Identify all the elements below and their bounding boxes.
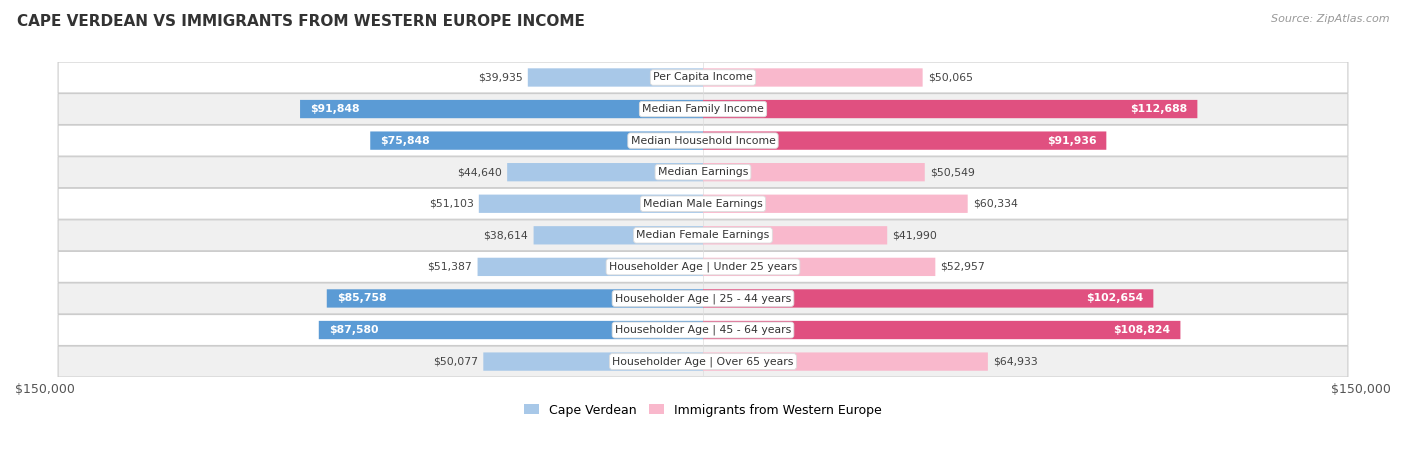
FancyBboxPatch shape — [508, 163, 703, 181]
Text: $50,077: $50,077 — [433, 357, 478, 367]
Text: $44,640: $44,640 — [457, 167, 502, 177]
Text: $41,990: $41,990 — [893, 230, 938, 241]
Text: $51,103: $51,103 — [429, 199, 474, 209]
FancyBboxPatch shape — [58, 315, 1348, 346]
Text: Median Earnings: Median Earnings — [658, 167, 748, 177]
FancyBboxPatch shape — [326, 289, 703, 308]
Text: $60,334: $60,334 — [973, 199, 1018, 209]
FancyBboxPatch shape — [703, 195, 967, 213]
Text: $102,654: $102,654 — [1087, 293, 1143, 304]
FancyBboxPatch shape — [703, 289, 1153, 308]
Text: $112,688: $112,688 — [1130, 104, 1188, 114]
FancyBboxPatch shape — [703, 132, 1107, 150]
FancyBboxPatch shape — [703, 353, 988, 371]
Text: Householder Age | 45 - 64 years: Householder Age | 45 - 64 years — [614, 325, 792, 335]
FancyBboxPatch shape — [58, 251, 1348, 283]
Text: $108,824: $108,824 — [1114, 325, 1171, 335]
FancyBboxPatch shape — [58, 188, 1348, 219]
Text: $91,848: $91,848 — [309, 104, 360, 114]
Text: Per Capita Income: Per Capita Income — [652, 72, 754, 83]
FancyBboxPatch shape — [58, 93, 1348, 125]
FancyBboxPatch shape — [703, 321, 1181, 339]
Text: $39,935: $39,935 — [478, 72, 523, 83]
Text: Householder Age | Under 25 years: Householder Age | Under 25 years — [609, 262, 797, 272]
FancyBboxPatch shape — [484, 353, 703, 371]
Text: Householder Age | 25 - 44 years: Householder Age | 25 - 44 years — [614, 293, 792, 304]
Text: Median Male Earnings: Median Male Earnings — [643, 199, 763, 209]
FancyBboxPatch shape — [703, 163, 925, 181]
Text: $38,614: $38,614 — [484, 230, 529, 241]
FancyBboxPatch shape — [703, 100, 1198, 118]
FancyBboxPatch shape — [58, 62, 1348, 93]
FancyBboxPatch shape — [534, 226, 703, 244]
FancyBboxPatch shape — [58, 220, 1348, 251]
Text: $75,848: $75,848 — [380, 135, 430, 146]
FancyBboxPatch shape — [299, 100, 703, 118]
FancyBboxPatch shape — [58, 283, 1348, 314]
Text: $50,065: $50,065 — [928, 72, 973, 83]
FancyBboxPatch shape — [319, 321, 703, 339]
FancyBboxPatch shape — [703, 258, 935, 276]
FancyBboxPatch shape — [370, 132, 703, 150]
Text: Median Family Income: Median Family Income — [643, 104, 763, 114]
Text: Source: ZipAtlas.com: Source: ZipAtlas.com — [1271, 14, 1389, 24]
Text: $85,758: $85,758 — [336, 293, 387, 304]
Legend: Cape Verdean, Immigrants from Western Europe: Cape Verdean, Immigrants from Western Eu… — [519, 399, 887, 422]
Text: $52,957: $52,957 — [941, 262, 986, 272]
FancyBboxPatch shape — [703, 226, 887, 244]
Text: CAPE VERDEAN VS IMMIGRANTS FROM WESTERN EUROPE INCOME: CAPE VERDEAN VS IMMIGRANTS FROM WESTERN … — [17, 14, 585, 29]
Text: $91,936: $91,936 — [1047, 135, 1097, 146]
Text: $64,933: $64,933 — [993, 357, 1038, 367]
FancyBboxPatch shape — [527, 68, 703, 87]
Text: $50,549: $50,549 — [929, 167, 974, 177]
FancyBboxPatch shape — [703, 68, 922, 87]
Text: Median Female Earnings: Median Female Earnings — [637, 230, 769, 241]
FancyBboxPatch shape — [58, 346, 1348, 377]
Text: $87,580: $87,580 — [329, 325, 378, 335]
FancyBboxPatch shape — [479, 195, 703, 213]
Text: Householder Age | Over 65 years: Householder Age | Over 65 years — [612, 356, 794, 367]
FancyBboxPatch shape — [478, 258, 703, 276]
FancyBboxPatch shape — [58, 125, 1348, 156]
FancyBboxPatch shape — [58, 157, 1348, 188]
Text: $51,387: $51,387 — [427, 262, 472, 272]
Text: Median Household Income: Median Household Income — [630, 135, 776, 146]
